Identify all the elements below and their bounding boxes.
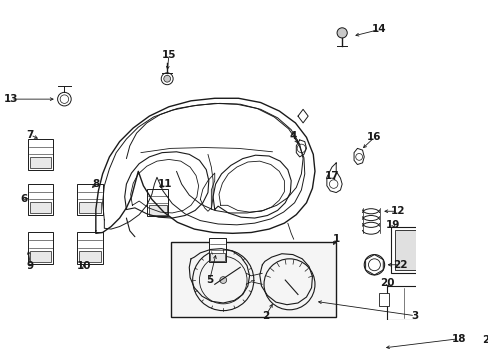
Text: 10: 10: [77, 261, 91, 271]
Bar: [386, 286, 467, 320]
Bar: [30, 251, 51, 262]
Text: 21: 21: [481, 336, 488, 345]
Text: 19: 19: [385, 220, 400, 230]
Circle shape: [336, 28, 346, 38]
Bar: [382, 333, 480, 360]
Bar: [28, 184, 53, 215]
Text: 15: 15: [162, 50, 176, 60]
Text: 20: 20: [379, 278, 394, 288]
Bar: [77, 184, 102, 215]
Bar: [148, 206, 166, 215]
Bar: [170, 242, 336, 316]
Text: 6: 6: [20, 194, 27, 203]
Text: 1: 1: [332, 234, 339, 244]
Text: 12: 12: [390, 206, 405, 216]
Text: 5: 5: [205, 275, 213, 285]
Circle shape: [163, 75, 170, 82]
Text: 14: 14: [371, 24, 386, 35]
Bar: [30, 202, 51, 213]
Bar: [79, 251, 101, 262]
Bar: [77, 231, 102, 264]
Bar: [394, 230, 436, 270]
Bar: [378, 293, 388, 306]
Text: 8: 8: [92, 179, 99, 189]
Text: 18: 18: [451, 334, 466, 344]
Text: 17: 17: [324, 171, 339, 181]
Bar: [390, 226, 467, 273]
Bar: [147, 189, 168, 216]
Circle shape: [220, 276, 226, 283]
Bar: [79, 202, 101, 213]
Bar: [440, 239, 464, 258]
Text: 9: 9: [27, 261, 34, 271]
Bar: [28, 231, 53, 264]
Text: 11: 11: [157, 179, 171, 189]
Text: 4: 4: [288, 131, 296, 141]
Text: 16: 16: [366, 132, 381, 142]
Bar: [208, 238, 225, 262]
Text: 7: 7: [27, 130, 34, 140]
Text: 22: 22: [392, 260, 407, 270]
Bar: [30, 157, 51, 168]
Text: 3: 3: [411, 311, 418, 321]
Text: 2: 2: [262, 311, 269, 321]
Bar: [28, 139, 53, 170]
Text: 13: 13: [3, 94, 18, 104]
Bar: [210, 253, 224, 261]
